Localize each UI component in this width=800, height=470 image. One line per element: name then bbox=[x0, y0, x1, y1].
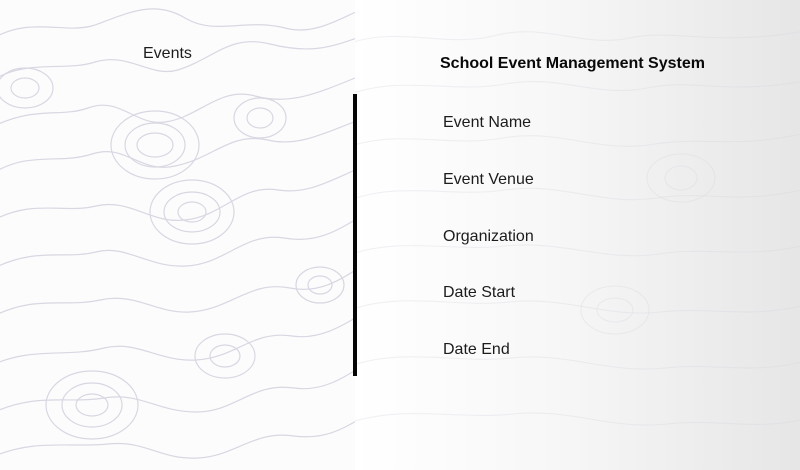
sidebar-item-events[interactable]: Events bbox=[143, 45, 192, 62]
contour-background-left bbox=[0, 8, 355, 459]
field-label-organization: Organization bbox=[443, 228, 534, 245]
vertical-divider bbox=[353, 94, 357, 376]
field-label-event-venue: Event Venue bbox=[443, 171, 534, 188]
field-label-date-start: Date Start bbox=[443, 284, 516, 301]
system-title: School Event Management System bbox=[440, 55, 705, 72]
field-label-event-name: Event Name bbox=[443, 114, 532, 131]
field-label-date-end: Date End bbox=[443, 341, 510, 358]
left-sidebar: Events bbox=[0, 0, 355, 470]
